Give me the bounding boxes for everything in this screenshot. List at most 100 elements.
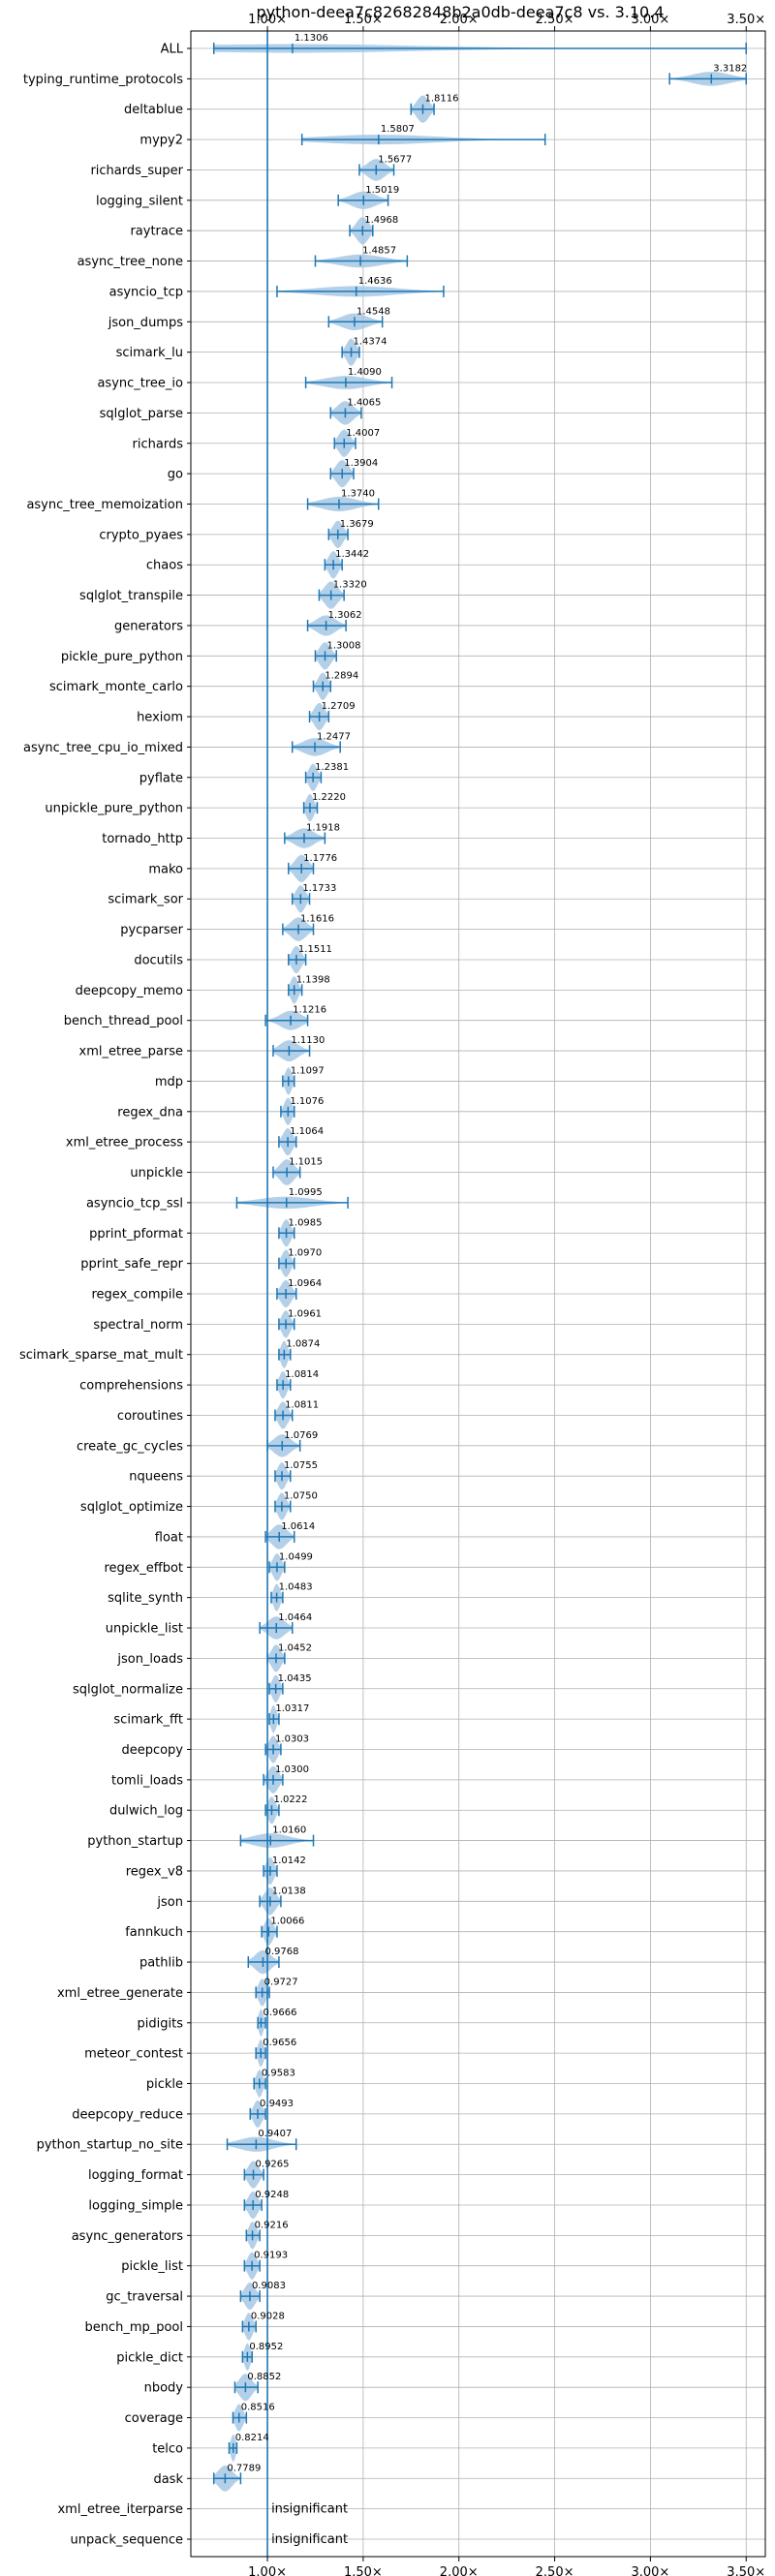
value-annotation: 1.4857 [362,246,396,257]
value-annotation: 1.4968 [364,215,398,226]
benchmark-label: python_startup_no_site [37,2138,183,2153]
value-annotation: 1.0142 [272,1855,306,1866]
benchmark-label: logging_simple [88,2198,183,2213]
benchmark-label: typing_runtime_protocols [23,73,183,87]
benchmark-label: gc_traversal [106,2290,183,2305]
benchmark-label: json [156,1895,183,1910]
benchmark-label: mypy2 [140,134,183,148]
value-annotation: 1.1064 [290,1126,324,1137]
value-annotation: 1.5677 [378,154,412,165]
value-annotation: 0.7789 [227,2463,261,2473]
benchmark-label: fannkuch [125,1925,183,1940]
value-annotation: 1.3740 [341,488,375,499]
benchmark-label: dask [153,2472,183,2487]
value-annotation: 1.0874 [286,1339,320,1350]
benchmark-label: comprehensions [79,1379,183,1394]
benchmark-label: tomli_loads [111,1773,183,1788]
benchmark-label: mdp [155,1075,183,1089]
benchmark-label: sqlglot_transpile [79,589,183,603]
value-annotation: 0.9493 [260,2099,294,2109]
benchmark-label: async_tree_memoization [26,498,183,512]
benchmark-label: deepcopy_memo [76,984,183,998]
value-annotation: 1.0452 [278,1642,312,1653]
benchmark-label: bench_thread_pool [64,1014,183,1028]
value-annotation: 1.1776 [303,853,337,864]
value-annotation: 1.3062 [328,610,362,621]
value-annotation: 1.0499 [279,1551,313,1562]
value-annotation: 1.0160 [272,1825,306,1836]
benchmark-label: sqlglot_optimize [80,1500,183,1515]
chart-title: python-deea7c82682848b2a0db-deea7c8 vs. … [257,3,665,21]
value-annotation: 1.0985 [289,1217,323,1228]
benchmark-label: xml_etree_process [66,1136,183,1150]
value-annotation: 1.2381 [315,762,349,773]
benchmark-label: sqlite_synth [108,1591,183,1606]
benchmark-label: async_tree_cpu_io_mixed [23,741,183,755]
value-annotation: 1.0750 [284,1491,318,1502]
benchmark-label: regex_effbot [104,1561,183,1576]
benchmark-label: generators [114,619,183,633]
value-annotation: 1.2477 [317,731,351,742]
x-tick-label-bottom: 1.00× [248,2565,287,2576]
value-annotation: 1.0464 [278,1612,312,1623]
benchmark-label: pidigits [138,2016,184,2031]
value-annotation: 3.3182 [713,63,747,74]
value-annotation: 1.0317 [275,1703,309,1714]
insignificant-label: insignificant [271,2502,348,2517]
value-annotation: 1.4090 [348,367,382,378]
value-annotation: 0.9216 [255,2220,289,2230]
benchmark-label: chaos [146,559,183,573]
benchmark-label: unpickle_pure_python [45,802,183,816]
value-annotation: 1.4065 [347,397,381,408]
value-annotation: 1.0303 [275,1733,309,1744]
benchmark-label: logging_silent [96,194,183,208]
value-annotation: 0.8214 [235,2433,269,2443]
benchmark-label: nqueens [129,1470,183,1485]
value-annotation: 1.3904 [344,458,378,469]
violins: insignificant insignificant [212,31,747,2557]
value-annotation: 1.1511 [298,944,332,955]
value-annotation: 1.1616 [300,914,334,925]
benchmark-label: pickle [146,2077,183,2092]
value-annotation: 0.9407 [258,2129,292,2139]
benchmark-label: unpack_sequence [70,2533,183,2548]
benchmark-label: spectral_norm [93,1318,183,1333]
value-annotation: 0.9248 [255,2190,289,2200]
value-annotation: 1.1015 [289,1157,323,1168]
value-annotation: 0.9083 [252,2281,286,2291]
benchmark-label: python_startup [87,1834,183,1849]
x-tick-label-top: 2.50× [536,13,574,27]
x-tick-label-top: 2.00× [440,13,479,27]
value-annotation: 1.0614 [281,1521,315,1532]
value-annotation: 1.3008 [327,640,361,651]
benchmark-label: regex_v8 [126,1864,183,1879]
benchmark-label: scimark_monte_carlo [49,680,183,694]
value-annotation: 1.5807 [381,124,415,135]
value-annotation: 1.1398 [296,974,330,985]
value-annotation: 0.9265 [256,2160,290,2170]
benchmark-label: richards_super [90,164,183,178]
value-annotation: 0.8952 [249,2342,283,2352]
value-annotation: 0.9193 [254,2251,288,2261]
benchmark-label: deepcopy [121,1743,183,1758]
value-annotation: 1.0964 [288,1278,322,1289]
benchmark-label: pickle_list [121,2259,183,2274]
value-annotation: 1.3320 [333,580,367,591]
value-annotation: 1.0970 [288,1248,322,1259]
value-annotation: 1.0769 [284,1430,318,1441]
benchmark-label: meteor_contest [84,2047,183,2062]
x-tick-label-top: 3.50× [727,13,765,27]
value-annotation: 1.4374 [354,337,388,348]
value-annotation: 0.9028 [251,2311,285,2321]
benchmark-label: async_generators [72,2229,184,2244]
value-annotation: 1.0435 [278,1673,312,1684]
x-tick-label-bottom: 2.50× [536,2565,574,2576]
benchmark-label: unpickle_list [106,1622,183,1637]
benchmark-label: regex_compile [91,1288,183,1303]
benchmark-label: create_gc_cycles [77,1439,183,1454]
value-annotation: 1.1918 [306,823,340,834]
value-annotation: 0.9666 [263,2008,296,2018]
plot-frame [190,30,766,2558]
benchmark-label: pyflate [140,771,183,785]
value-annotation: 1.4636 [358,276,392,287]
